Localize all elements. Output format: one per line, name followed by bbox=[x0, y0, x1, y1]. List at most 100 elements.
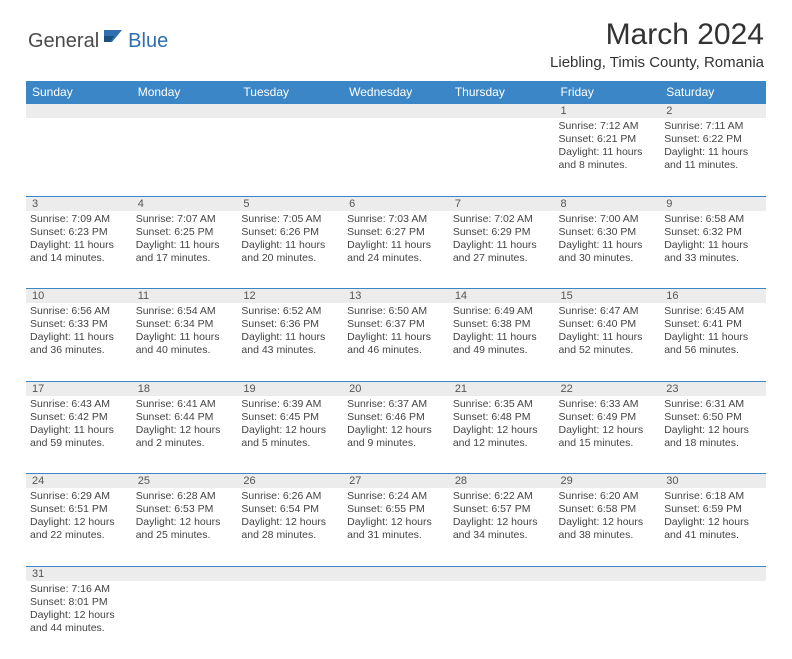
day-details: Sunrise: 7:03 AMSunset: 6:27 PMDaylight:… bbox=[343, 211, 449, 270]
day-details: Sunrise: 6:33 AMSunset: 6:49 PMDaylight:… bbox=[555, 396, 661, 455]
day-number-row: 12 bbox=[26, 104, 766, 119]
day-cell: Sunrise: 7:05 AMSunset: 6:26 PMDaylight:… bbox=[237, 211, 343, 289]
day-cell bbox=[343, 118, 449, 196]
day-details: Sunrise: 6:35 AMSunset: 6:48 PMDaylight:… bbox=[449, 396, 555, 455]
day-content-row: Sunrise: 6:43 AMSunset: 6:42 PMDaylight:… bbox=[26, 396, 766, 474]
day-number bbox=[449, 104, 555, 119]
day-number: 8 bbox=[555, 196, 661, 211]
day-cell: Sunrise: 7:12 AMSunset: 6:21 PMDaylight:… bbox=[555, 118, 661, 196]
day-details: Sunrise: 7:07 AMSunset: 6:25 PMDaylight:… bbox=[132, 211, 238, 270]
calendar-table: SundayMondayTuesdayWednesdayThursdayFrid… bbox=[26, 81, 766, 659]
day-number: 1 bbox=[555, 104, 661, 119]
day-cell: Sunrise: 6:50 AMSunset: 6:37 PMDaylight:… bbox=[343, 303, 449, 381]
day-details: Sunrise: 7:16 AMSunset: 8:01 PMDaylight:… bbox=[26, 581, 132, 640]
day-number: 27 bbox=[343, 474, 449, 489]
day-number bbox=[132, 566, 238, 581]
day-details: Sunrise: 6:47 AMSunset: 6:40 PMDaylight:… bbox=[555, 303, 661, 362]
day-number: 4 bbox=[132, 196, 238, 211]
day-cell: Sunrise: 6:24 AMSunset: 6:55 PMDaylight:… bbox=[343, 488, 449, 566]
day-number: 26 bbox=[237, 474, 343, 489]
day-cell: Sunrise: 7:16 AMSunset: 8:01 PMDaylight:… bbox=[26, 581, 132, 659]
day-cell bbox=[449, 118, 555, 196]
day-cell: Sunrise: 6:29 AMSunset: 6:51 PMDaylight:… bbox=[26, 488, 132, 566]
day-details: Sunrise: 6:22 AMSunset: 6:57 PMDaylight:… bbox=[449, 488, 555, 547]
day-details: Sunrise: 6:52 AMSunset: 6:36 PMDaylight:… bbox=[237, 303, 343, 362]
day-header: Tuesday bbox=[237, 81, 343, 104]
title-block: March 2024 Liebling, Timis County, Roman… bbox=[550, 18, 764, 71]
day-cell: Sunrise: 6:35 AMSunset: 6:48 PMDaylight:… bbox=[449, 396, 555, 474]
day-cell: Sunrise: 7:09 AMSunset: 6:23 PMDaylight:… bbox=[26, 211, 132, 289]
day-number: 25 bbox=[132, 474, 238, 489]
day-details: Sunrise: 6:56 AMSunset: 6:33 PMDaylight:… bbox=[26, 303, 132, 362]
day-cell: Sunrise: 7:00 AMSunset: 6:30 PMDaylight:… bbox=[555, 211, 661, 289]
day-header: Sunday bbox=[26, 81, 132, 104]
day-details: Sunrise: 6:50 AMSunset: 6:37 PMDaylight:… bbox=[343, 303, 449, 362]
day-number-row: 10111213141516 bbox=[26, 289, 766, 304]
day-number: 18 bbox=[132, 381, 238, 396]
day-number: 10 bbox=[26, 289, 132, 304]
day-cell: Sunrise: 6:26 AMSunset: 6:54 PMDaylight:… bbox=[237, 488, 343, 566]
day-number bbox=[26, 104, 132, 119]
day-details: Sunrise: 6:18 AMSunset: 6:59 PMDaylight:… bbox=[660, 488, 766, 547]
brand-part1: General bbox=[28, 30, 99, 53]
day-details: Sunrise: 6:39 AMSunset: 6:45 PMDaylight:… bbox=[237, 396, 343, 455]
day-details: Sunrise: 6:24 AMSunset: 6:55 PMDaylight:… bbox=[343, 488, 449, 547]
day-cell: Sunrise: 6:28 AMSunset: 6:53 PMDaylight:… bbox=[132, 488, 238, 566]
day-cell bbox=[132, 118, 238, 196]
day-cell: Sunrise: 6:45 AMSunset: 6:41 PMDaylight:… bbox=[660, 303, 766, 381]
day-header: Wednesday bbox=[343, 81, 449, 104]
day-cell: Sunrise: 7:03 AMSunset: 6:27 PMDaylight:… bbox=[343, 211, 449, 289]
day-header: Friday bbox=[555, 81, 661, 104]
day-number bbox=[449, 566, 555, 581]
day-cell: Sunrise: 6:49 AMSunset: 6:38 PMDaylight:… bbox=[449, 303, 555, 381]
day-details: Sunrise: 6:26 AMSunset: 6:54 PMDaylight:… bbox=[237, 488, 343, 547]
day-cell bbox=[26, 118, 132, 196]
day-details: Sunrise: 6:29 AMSunset: 6:51 PMDaylight:… bbox=[26, 488, 132, 547]
day-number: 23 bbox=[660, 381, 766, 396]
day-number: 11 bbox=[132, 289, 238, 304]
day-cell: Sunrise: 6:58 AMSunset: 6:32 PMDaylight:… bbox=[660, 211, 766, 289]
header: General Blue March 2024 Liebling, Timis … bbox=[0, 0, 792, 75]
day-number: 9 bbox=[660, 196, 766, 211]
day-number: 19 bbox=[237, 381, 343, 396]
day-details: Sunrise: 7:02 AMSunset: 6:29 PMDaylight:… bbox=[449, 211, 555, 270]
day-number: 20 bbox=[343, 381, 449, 396]
day-number bbox=[237, 566, 343, 581]
day-number: 21 bbox=[449, 381, 555, 396]
day-cell: Sunrise: 6:56 AMSunset: 6:33 PMDaylight:… bbox=[26, 303, 132, 381]
day-cell: Sunrise: 7:07 AMSunset: 6:25 PMDaylight:… bbox=[132, 211, 238, 289]
day-number: 14 bbox=[449, 289, 555, 304]
day-number: 24 bbox=[26, 474, 132, 489]
day-details: Sunrise: 6:41 AMSunset: 6:44 PMDaylight:… bbox=[132, 396, 238, 455]
day-details: Sunrise: 6:58 AMSunset: 6:32 PMDaylight:… bbox=[660, 211, 766, 270]
day-cell bbox=[660, 581, 766, 659]
day-details: Sunrise: 7:05 AMSunset: 6:26 PMDaylight:… bbox=[237, 211, 343, 270]
day-number: 5 bbox=[237, 196, 343, 211]
day-cell: Sunrise: 6:39 AMSunset: 6:45 PMDaylight:… bbox=[237, 396, 343, 474]
day-number bbox=[237, 104, 343, 119]
day-cell: Sunrise: 6:20 AMSunset: 6:58 PMDaylight:… bbox=[555, 488, 661, 566]
day-number bbox=[343, 566, 449, 581]
day-number: 13 bbox=[343, 289, 449, 304]
day-cell: Sunrise: 6:22 AMSunset: 6:57 PMDaylight:… bbox=[449, 488, 555, 566]
day-number: 31 bbox=[26, 566, 132, 581]
day-cell bbox=[555, 581, 661, 659]
day-number: 29 bbox=[555, 474, 661, 489]
day-cell bbox=[237, 581, 343, 659]
day-number-row: 24252627282930 bbox=[26, 474, 766, 489]
brand-logo: General Blue bbox=[28, 18, 168, 55]
day-cell bbox=[237, 118, 343, 196]
day-number: 15 bbox=[555, 289, 661, 304]
day-cell: Sunrise: 6:18 AMSunset: 6:59 PMDaylight:… bbox=[660, 488, 766, 566]
day-cell: Sunrise: 6:33 AMSunset: 6:49 PMDaylight:… bbox=[555, 396, 661, 474]
day-details: Sunrise: 6:43 AMSunset: 6:42 PMDaylight:… bbox=[26, 396, 132, 455]
day-details: Sunrise: 7:09 AMSunset: 6:23 PMDaylight:… bbox=[26, 211, 132, 270]
day-details: Sunrise: 6:20 AMSunset: 6:58 PMDaylight:… bbox=[555, 488, 661, 547]
day-number bbox=[660, 566, 766, 581]
day-details: Sunrise: 6:45 AMSunset: 6:41 PMDaylight:… bbox=[660, 303, 766, 362]
location-text: Liebling, Timis County, Romania bbox=[550, 54, 764, 71]
day-content-row: Sunrise: 6:56 AMSunset: 6:33 PMDaylight:… bbox=[26, 303, 766, 381]
day-number: 6 bbox=[343, 196, 449, 211]
brand-part2: Blue bbox=[128, 30, 168, 53]
day-number bbox=[555, 566, 661, 581]
